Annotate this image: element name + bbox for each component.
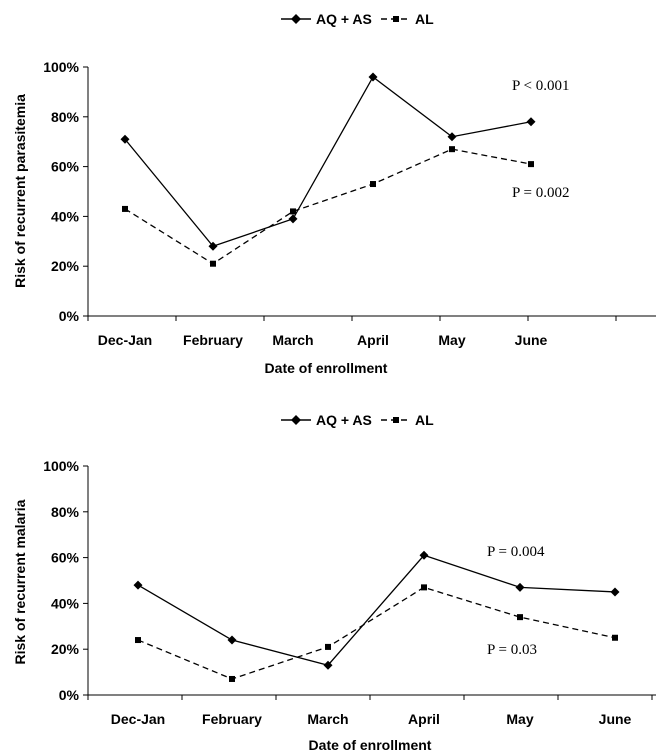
y-axis-title: Risk of recurrent malaria [12, 499, 28, 664]
p-value-annotation-aqas: P = 0.004 [487, 544, 545, 560]
y-tick-label: 80% [51, 109, 80, 125]
x-tick-label: Dec-Jan [111, 711, 165, 727]
y-tick-label: 20% [51, 641, 80, 657]
data-point-square [210, 260, 216, 267]
data-point-square [449, 146, 455, 153]
legend-label-al: AL [415, 11, 434, 27]
y-tick-label: 100% [43, 59, 79, 75]
y-tick-label: 60% [51, 550, 80, 566]
x-tick-label: Dec-Jan [98, 332, 152, 348]
y-axis-title: Risk of recurrent parasitemia [12, 94, 28, 288]
legend-square-marker [393, 417, 399, 423]
y-tick-label: 100% [43, 458, 79, 474]
chart-parasitemia: AQ + AS AL 0% 20% 40% 60% 80% 100% Dec-Jan Feb… [12, 11, 656, 376]
series-line-aqas [124, 75, 532, 248]
y-ticks: 0% 20% 40% 60% 80% 100% [43, 458, 88, 703]
p-value-annotation-al: P = 0.03 [487, 642, 537, 658]
data-point-diamond [208, 241, 218, 251]
x-ticks: Dec-Jan February March April May June [87, 316, 617, 348]
x-axis-title: Date of enrollment [265, 360, 388, 376]
y-tick-label: 40% [51, 595, 80, 611]
x-tick-label: June [599, 711, 632, 727]
legend-label-al: AL [415, 412, 434, 428]
series-line-al [124, 148, 532, 265]
data-point-diamond [526, 117, 536, 127]
x-tick-label: June [515, 332, 548, 348]
data-point-diamond [447, 132, 457, 142]
x-tick-label: May [438, 332, 465, 348]
data-point-diamond [323, 660, 333, 670]
p-value-annotation-al: P = 0.002 [512, 185, 570, 201]
legend-diamond-marker [291, 14, 301, 24]
series-layer [133, 550, 620, 682]
series-line-al [137, 586, 616, 680]
legend: AQ + AS AL [281, 11, 434, 27]
data-point-square [421, 584, 427, 591]
y-ticks: 0% 20% 40% 60% 80% 100% [43, 59, 88, 324]
y-tick-label: 0% [59, 308, 80, 324]
x-tick-label: March [307, 711, 348, 727]
data-point-square [290, 208, 296, 215]
x-ticks: Dec-Jan February March April May June [87, 695, 653, 727]
legend-label-aqas: AQ + AS [316, 11, 372, 27]
x-tick-label: February [202, 711, 262, 727]
data-point-square [612, 634, 618, 641]
data-point-diamond [610, 587, 620, 597]
y-tick-label: 0% [59, 687, 80, 703]
data-point-diamond [368, 72, 378, 82]
data-point-square [122, 205, 128, 212]
data-point-square [528, 161, 534, 168]
series-layer [120, 72, 536, 267]
data-point-diamond [288, 214, 298, 224]
legend-square-marker [393, 16, 399, 22]
data-point-diamond [120, 134, 130, 144]
p-value-annotation-aqas: P < 0.001 [512, 78, 570, 94]
data-point-square [135, 637, 141, 644]
data-point-square [370, 181, 376, 188]
x-tick-label: February [183, 332, 243, 348]
data-point-square [229, 675, 235, 682]
legend: AQ + AS AL [281, 412, 434, 428]
y-tick-label: 80% [51, 504, 80, 520]
data-point-diamond [515, 582, 525, 592]
x-tick-label: May [506, 711, 533, 727]
legend-label-aqas: AQ + AS [316, 412, 372, 428]
data-point-diamond [227, 635, 237, 645]
y-tick-label: 40% [51, 208, 80, 224]
x-tick-label: April [357, 332, 389, 348]
data-point-square [325, 643, 331, 650]
x-tick-label: March [272, 332, 313, 348]
data-point-diamond [419, 550, 429, 560]
series-line-aqas [137, 554, 616, 666]
x-tick-label: April [408, 711, 440, 727]
legend-diamond-marker [291, 415, 301, 425]
x-axis-title: Date of enrollment [309, 737, 432, 753]
data-point-square [517, 614, 523, 621]
y-tick-label: 20% [51, 258, 80, 274]
data-point-diamond [133, 580, 143, 590]
y-tick-label: 60% [51, 159, 80, 175]
chart-malaria: AQ + AS AL 0% 20% 40% 60% 80% 100% Dec-Jan Feb… [12, 412, 656, 753]
